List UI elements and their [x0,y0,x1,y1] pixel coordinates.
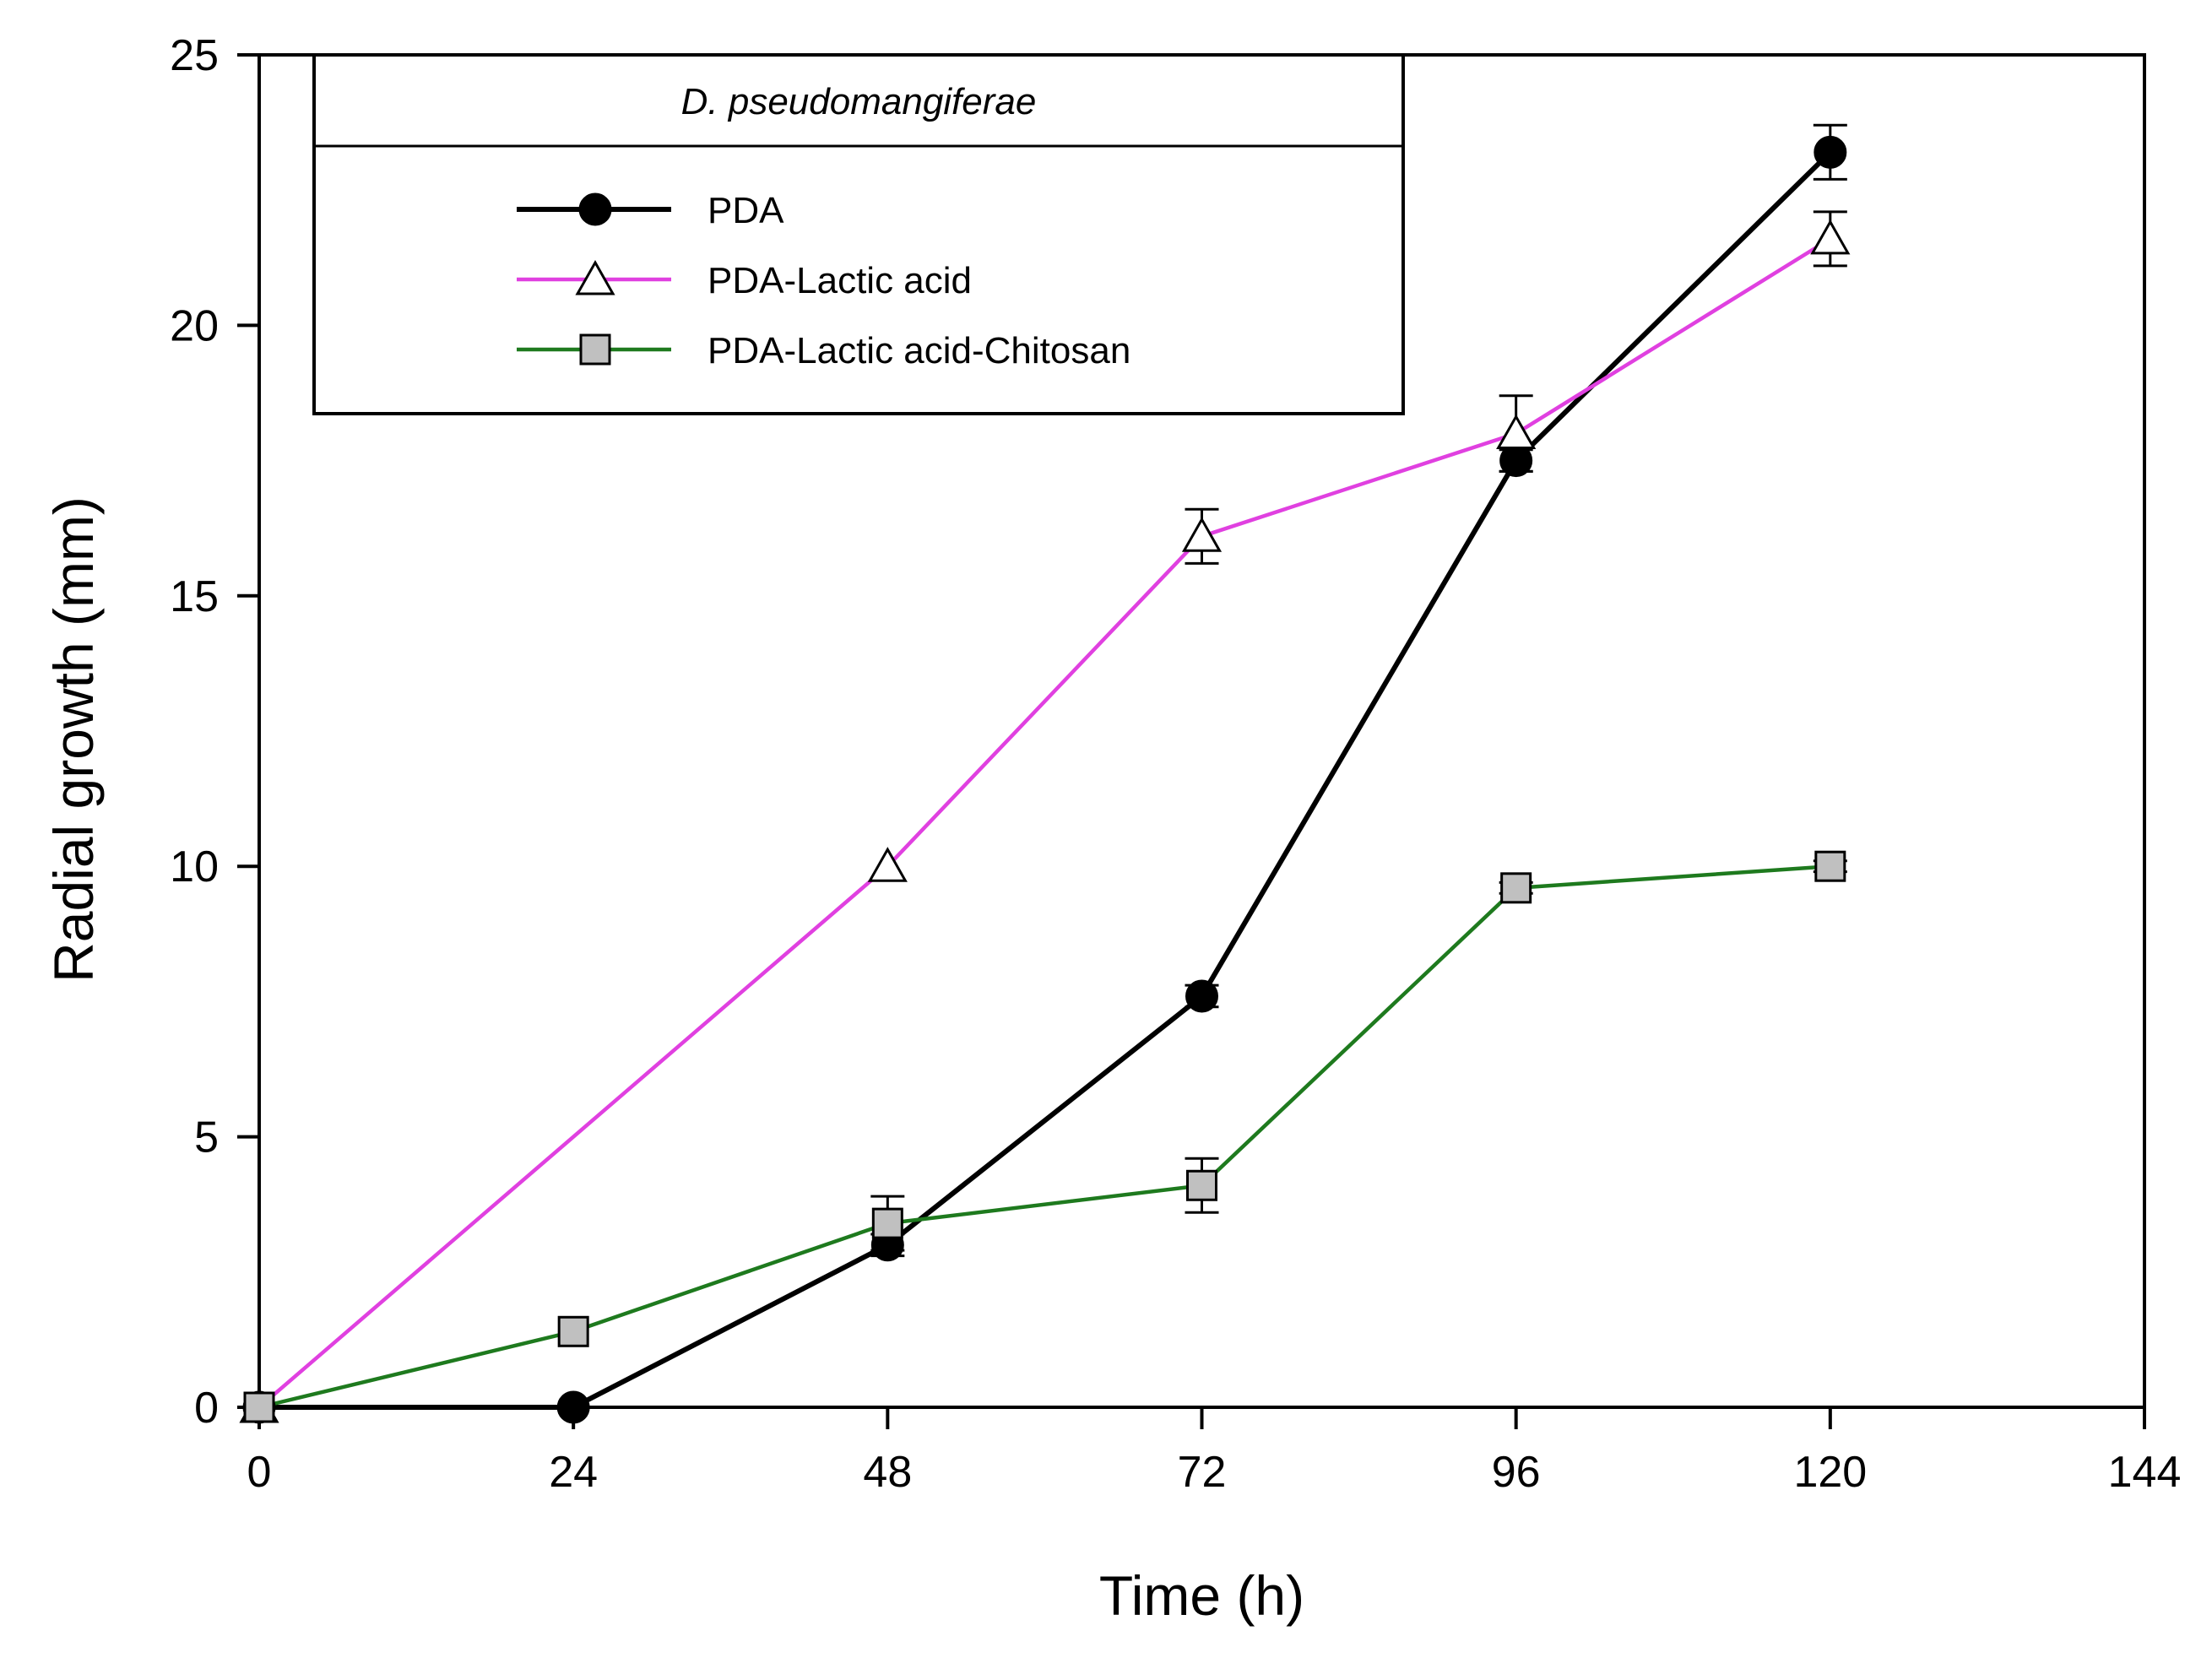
y-tick-label-10: 10 [170,843,219,891]
x-tick-label-24: 24 [549,1448,598,1497]
point-pda-24 [556,1390,590,1424]
x-axis-title: Time (h) [1099,1564,1304,1627]
y-tick-label-25: 25 [170,31,219,80]
y-tick-label-15: 15 [170,572,219,621]
legend-marker-pda-lactic-acid-chitosan [579,333,611,366]
legend-label-pda-lactic-acid-chitosan: PDA-Lactic acid-Chitosan [708,330,1130,371]
y-axis-title: Radial growth (mm) [42,496,105,983]
x-tick-label-0: 0 [247,1448,272,1497]
legend-marker-pda-lactic-acid [575,259,615,295]
series-line-pda [259,150,1832,1410]
x-tick-label-96: 96 [1492,1448,1541,1497]
point-pda-lactic-acid-72 [1181,517,1223,552]
point-pda-lactic-acid-48 [867,847,908,882]
series-line-pda-lactic-acid-chitosan [258,864,1830,1410]
point-pda-lactic-acid-chitosan-96 [1500,872,1532,904]
point-pda-lactic-acid-chitosan-120 [1814,850,1846,882]
legend-label-pda: PDA [708,190,784,231]
data-markers [239,135,1851,1424]
legend-title: D. pseudomangiferae [681,81,1037,122]
point-pda-96 [1499,444,1533,478]
point-pda-lactic-acid-120 [1810,219,1851,255]
x-tick-label-120: 120 [1793,1448,1867,1497]
point-pda-lactic-acid-chitosan-72 [1186,1169,1217,1201]
y-tick-label-20: 20 [170,301,219,350]
point-pda-120 [1814,135,1847,169]
point-pda-lactic-acid-chitosan-48 [871,1207,903,1239]
x-tick-label-72: 72 [1178,1448,1227,1497]
point-pda-lactic-acid-chitosan-24 [557,1315,589,1347]
legend-marker-pda [578,192,612,226]
point-pda-lactic-acid-96 [1496,414,1537,450]
x-tick-label-144: 144 [2108,1448,2182,1497]
point-pda-72 [1185,979,1218,1013]
legend-box [312,53,1405,415]
axis-ticks: 0 24 48 72 96 120 144 0 5 10 15 20 25 [170,31,2181,1497]
y-tick-label-0: 0 [194,1384,219,1433]
y-tick-label-5: 5 [194,1113,219,1162]
legend-label-pda-lactic-acid: PDA-Lactic acid [708,260,972,301]
x-tick-label-48: 48 [863,1448,912,1497]
legend-items: PDA PDA-Lactic acid PDA-Lactic acid-Chitos… [517,190,1130,371]
point-pda-lactic-acid-chitosan-0 [243,1391,275,1423]
